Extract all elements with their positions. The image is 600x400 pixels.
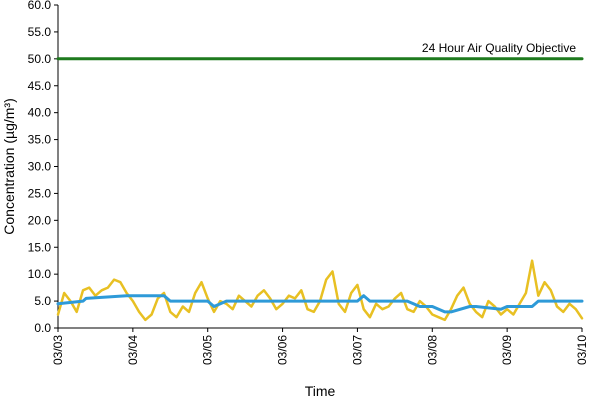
y-tick-label: 30.0 <box>28 160 52 174</box>
x-tick-label: 03/04 <box>126 335 140 365</box>
y-tick-label: 10.0 <box>28 267 52 281</box>
y-tick-label: 55.0 <box>28 25 52 39</box>
y-tick-label: 20.0 <box>28 213 52 227</box>
x-axis: 03/03 03/04 03/05 03/06 03/07 03/08 03/09 03/10 <box>51 327 589 365</box>
y-tick-label: 45.0 <box>28 79 52 93</box>
series-0-line <box>56 259 584 322</box>
y-tick-label: 35.0 <box>28 133 52 147</box>
series-1-line <box>56 294 584 314</box>
y-tick-label: 0.0 <box>34 321 51 335</box>
y-axis-title: Concentration (µg/m³) <box>1 98 17 234</box>
y-tick-label: 25.0 <box>28 186 52 200</box>
objective-annotation-label: 24 Hour Air Quality Objective <box>422 41 576 55</box>
x-tick-label: 03/07 <box>350 335 364 365</box>
y-tick-label: 15.0 <box>28 240 52 254</box>
x-tick-label: 03/05 <box>201 335 215 365</box>
series-layer <box>56 57 584 322</box>
y-axis: 0.0 5.0 10.0 15.0 20.0 25.0 30.0 35.0 40.0 45.0 50… <box>28 0 59 335</box>
y-tick-label: 60.0 <box>28 0 52 12</box>
y-tick-label: 5.0 <box>34 294 51 308</box>
x-tick-label: 03/10 <box>575 335 589 365</box>
y-tick-label: 50.0 <box>28 52 52 66</box>
x-tick-label: 03/09 <box>500 335 514 365</box>
x-tick-label: 03/08 <box>425 335 439 365</box>
x-tick-label: 03/06 <box>276 335 290 365</box>
x-tick-label: 03/03 <box>51 335 65 365</box>
x-axis-title: Time <box>305 383 336 399</box>
y-tick-label: 40.0 <box>28 106 52 120</box>
